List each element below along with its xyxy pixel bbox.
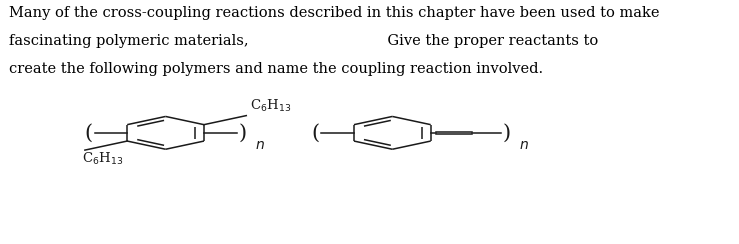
Text: C$_6$H$_{13}$: C$_6$H$_{13}$ (250, 98, 290, 114)
Text: $n$: $n$ (255, 138, 265, 152)
Text: C$_6$H$_{13}$: C$_6$H$_{13}$ (81, 151, 123, 167)
Text: Many of the cross-coupling reactions described in this chapter have been used to: Many of the cross-coupling reactions des… (9, 6, 660, 20)
Text: ): ) (503, 123, 511, 142)
Text: fascinating polymeric materials,                              Give the proper re: fascinating polymeric materials, Give th… (9, 34, 599, 48)
Text: ): ) (239, 123, 247, 142)
Text: $n$: $n$ (520, 138, 529, 152)
Text: create the following polymers and name the coupling reaction involved.: create the following polymers and name t… (9, 62, 543, 76)
Text: (: ( (84, 123, 92, 142)
Text: (: ( (311, 123, 319, 142)
